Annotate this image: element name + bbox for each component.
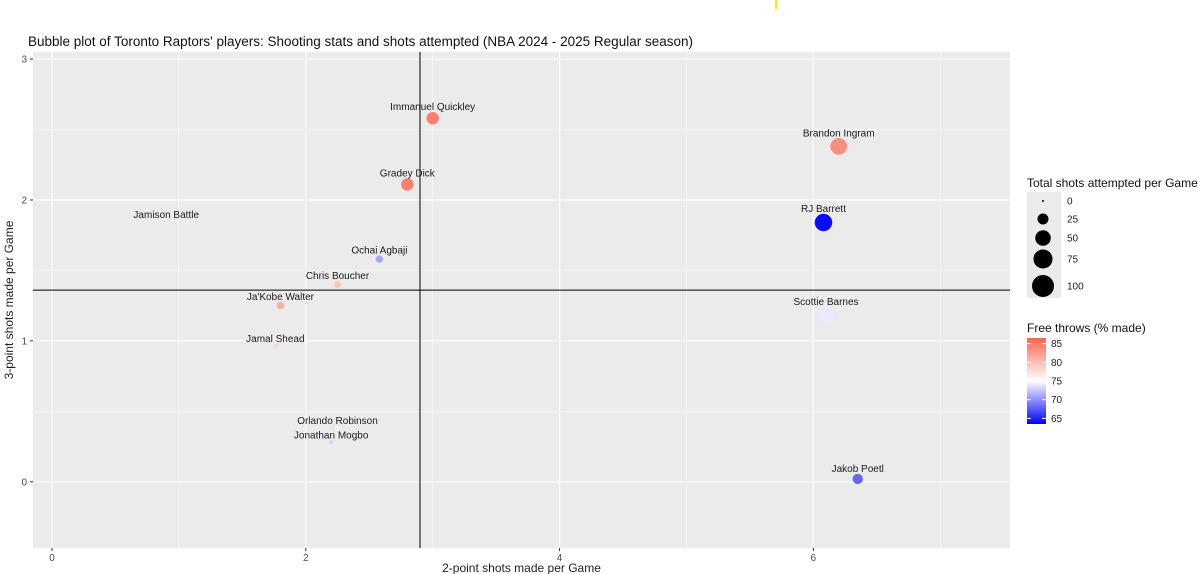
point-label: Jamal Shead (246, 334, 304, 345)
color-legend-label: 85 (1051, 339, 1063, 350)
size-legend-dot (1042, 200, 1044, 202)
size-legend-label: 100 (1067, 282, 1084, 293)
grid-lines (33, 52, 1010, 548)
point-label: Chris Boucher (306, 271, 370, 282)
top-marker (775, 0, 777, 9)
point-label: Ochai Agbaji (351, 246, 407, 257)
plot-panel (33, 52, 1010, 548)
x-tick-label: 0 (49, 553, 55, 564)
y-axis-title: 3-point shots made per Game (2, 220, 16, 379)
bubble-10 (334, 425, 341, 431)
y-tick-label: 3 (21, 55, 27, 66)
bubble-9 (272, 343, 279, 350)
point-label: Ja'Kobe Walter (247, 292, 315, 303)
point-label: Jakob Poetl (832, 464, 884, 475)
chart-title: Bubble plot of Toronto Raptors' players:… (28, 34, 693, 49)
bubble-8 (817, 306, 835, 325)
size-legend-label: 25 (1067, 215, 1079, 226)
bubble-2 (401, 178, 414, 191)
color-legend-label: 65 (1051, 414, 1063, 425)
y-tick-label: 2 (21, 195, 27, 206)
size-legend-label: 0 (1067, 197, 1073, 208)
data-points (272, 111, 863, 485)
reference-lines (33, 52, 1010, 548)
point-label: Brandon Ingram (803, 128, 875, 139)
bubble-11 (329, 440, 334, 445)
x-tick-label: 2 (303, 553, 309, 564)
size-legend-dot (1033, 249, 1053, 269)
x-tick-label: 6 (811, 553, 817, 564)
bubble-6 (333, 280, 342, 289)
size-legend-label: 75 (1067, 255, 1079, 266)
point-label: Jonathan Mogbo (294, 430, 369, 441)
size-legend-title: Total shots attempted per Game (1027, 176, 1198, 190)
size-legend-dot (1035, 230, 1051, 246)
color-legend-label: 75 (1051, 377, 1063, 388)
size-legend-dot (1032, 275, 1054, 297)
y-tick-label: 0 (21, 477, 27, 488)
point-label: Orlando Robinson (297, 416, 378, 427)
bubble-5 (375, 255, 384, 263)
color-legend-label: 70 (1051, 395, 1063, 406)
point-label: Jamison Battle (133, 210, 199, 221)
y-tick-label: 1 (21, 336, 27, 347)
color-legend-label: 80 (1051, 358, 1063, 369)
size-legend-dot (1037, 213, 1049, 225)
point-label: RJ Barrett (801, 204, 846, 215)
size-legend-label: 50 (1067, 234, 1079, 245)
point-label: Immanuel Quickley (390, 102, 475, 113)
bubble-1 (830, 138, 848, 155)
color-bar (1027, 338, 1046, 424)
point-label: Scottie Barnes (793, 297, 858, 308)
point-labels: Immanuel Quickley Brandon Ingram Gradey Di… (133, 102, 883, 475)
bubble-4 (814, 213, 833, 232)
color-legend-title: Free throws (% made) (1027, 321, 1146, 335)
point-label: Gradey Dick (380, 168, 436, 179)
bubble-0 (426, 111, 439, 125)
bubble-12 (852, 473, 863, 485)
x-tick-label: 4 (557, 553, 563, 564)
bubble-7 (276, 301, 285, 310)
axis-ticks: 0 2 4 6 0 1 2 3 (21, 55, 816, 564)
legend: Total shots attempted per Game 0 25 50 75 10… (1027, 176, 1198, 425)
x-axis-title: 2-point shots made per Game (442, 561, 601, 574)
